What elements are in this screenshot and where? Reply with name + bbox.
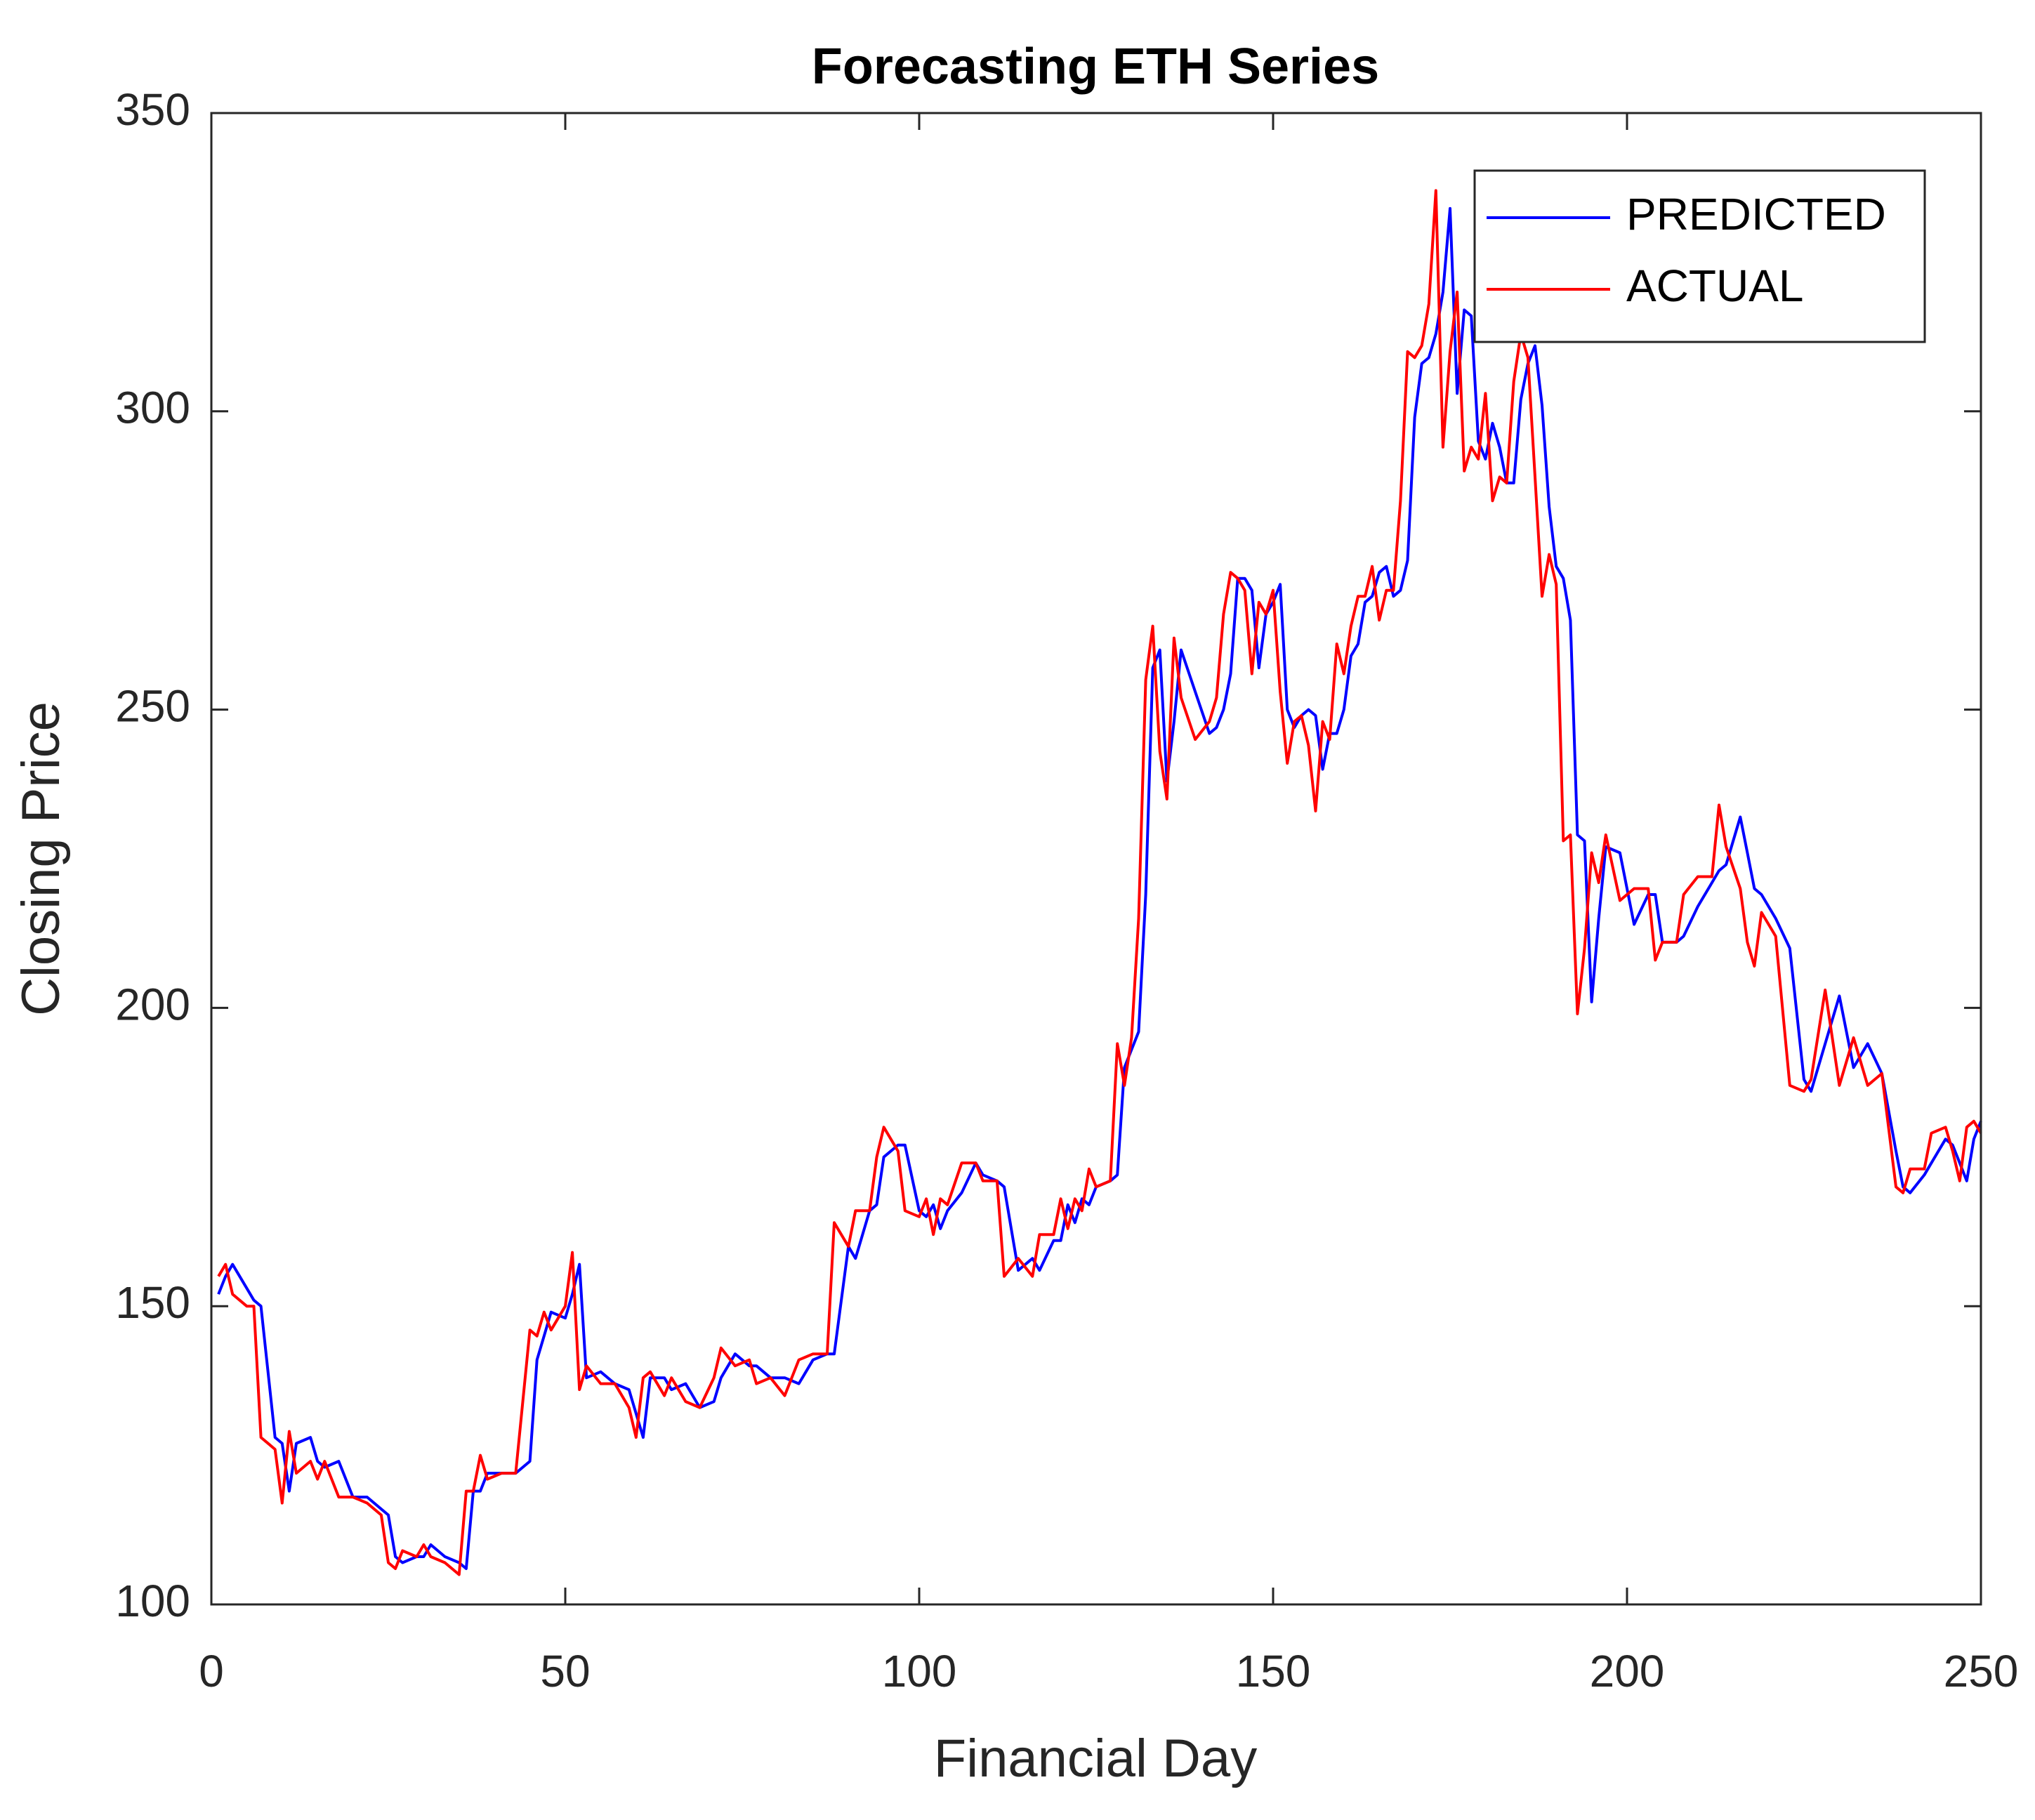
series-line — [217, 189, 1982, 1576]
x-tick-label: 200 — [1590, 1646, 1665, 1696]
legend-label: ACTUAL — [1626, 261, 1804, 311]
y-tick-label: 350 — [115, 84, 190, 135]
x-axis-label: Financial Day — [934, 1729, 1257, 1788]
y-tick-label: 250 — [115, 681, 190, 732]
legend-label: PREDICTED — [1626, 189, 1886, 239]
y-tick-label: 100 — [115, 1576, 190, 1626]
y-axis-label: Closing Price — [11, 701, 71, 1016]
y-tick-label: 200 — [115, 979, 190, 1029]
y-tick-label: 300 — [115, 383, 190, 433]
legend: PREDICTED ACTUAL — [1473, 169, 1926, 343]
plot-frame — [210, 112, 1982, 1606]
x-tick-label: 250 — [1944, 1646, 2019, 1696]
legend-box — [1473, 169, 1926, 343]
x-tick-label: 50 — [540, 1646, 590, 1696]
x-tick-label: 150 — [1236, 1646, 1311, 1696]
y-tick-label: 150 — [115, 1277, 190, 1328]
chart-title: Forecasting ETH Series — [812, 39, 1379, 95]
x-tick-label: 0 — [199, 1646, 224, 1696]
x-tick-label: 100 — [882, 1646, 957, 1696]
